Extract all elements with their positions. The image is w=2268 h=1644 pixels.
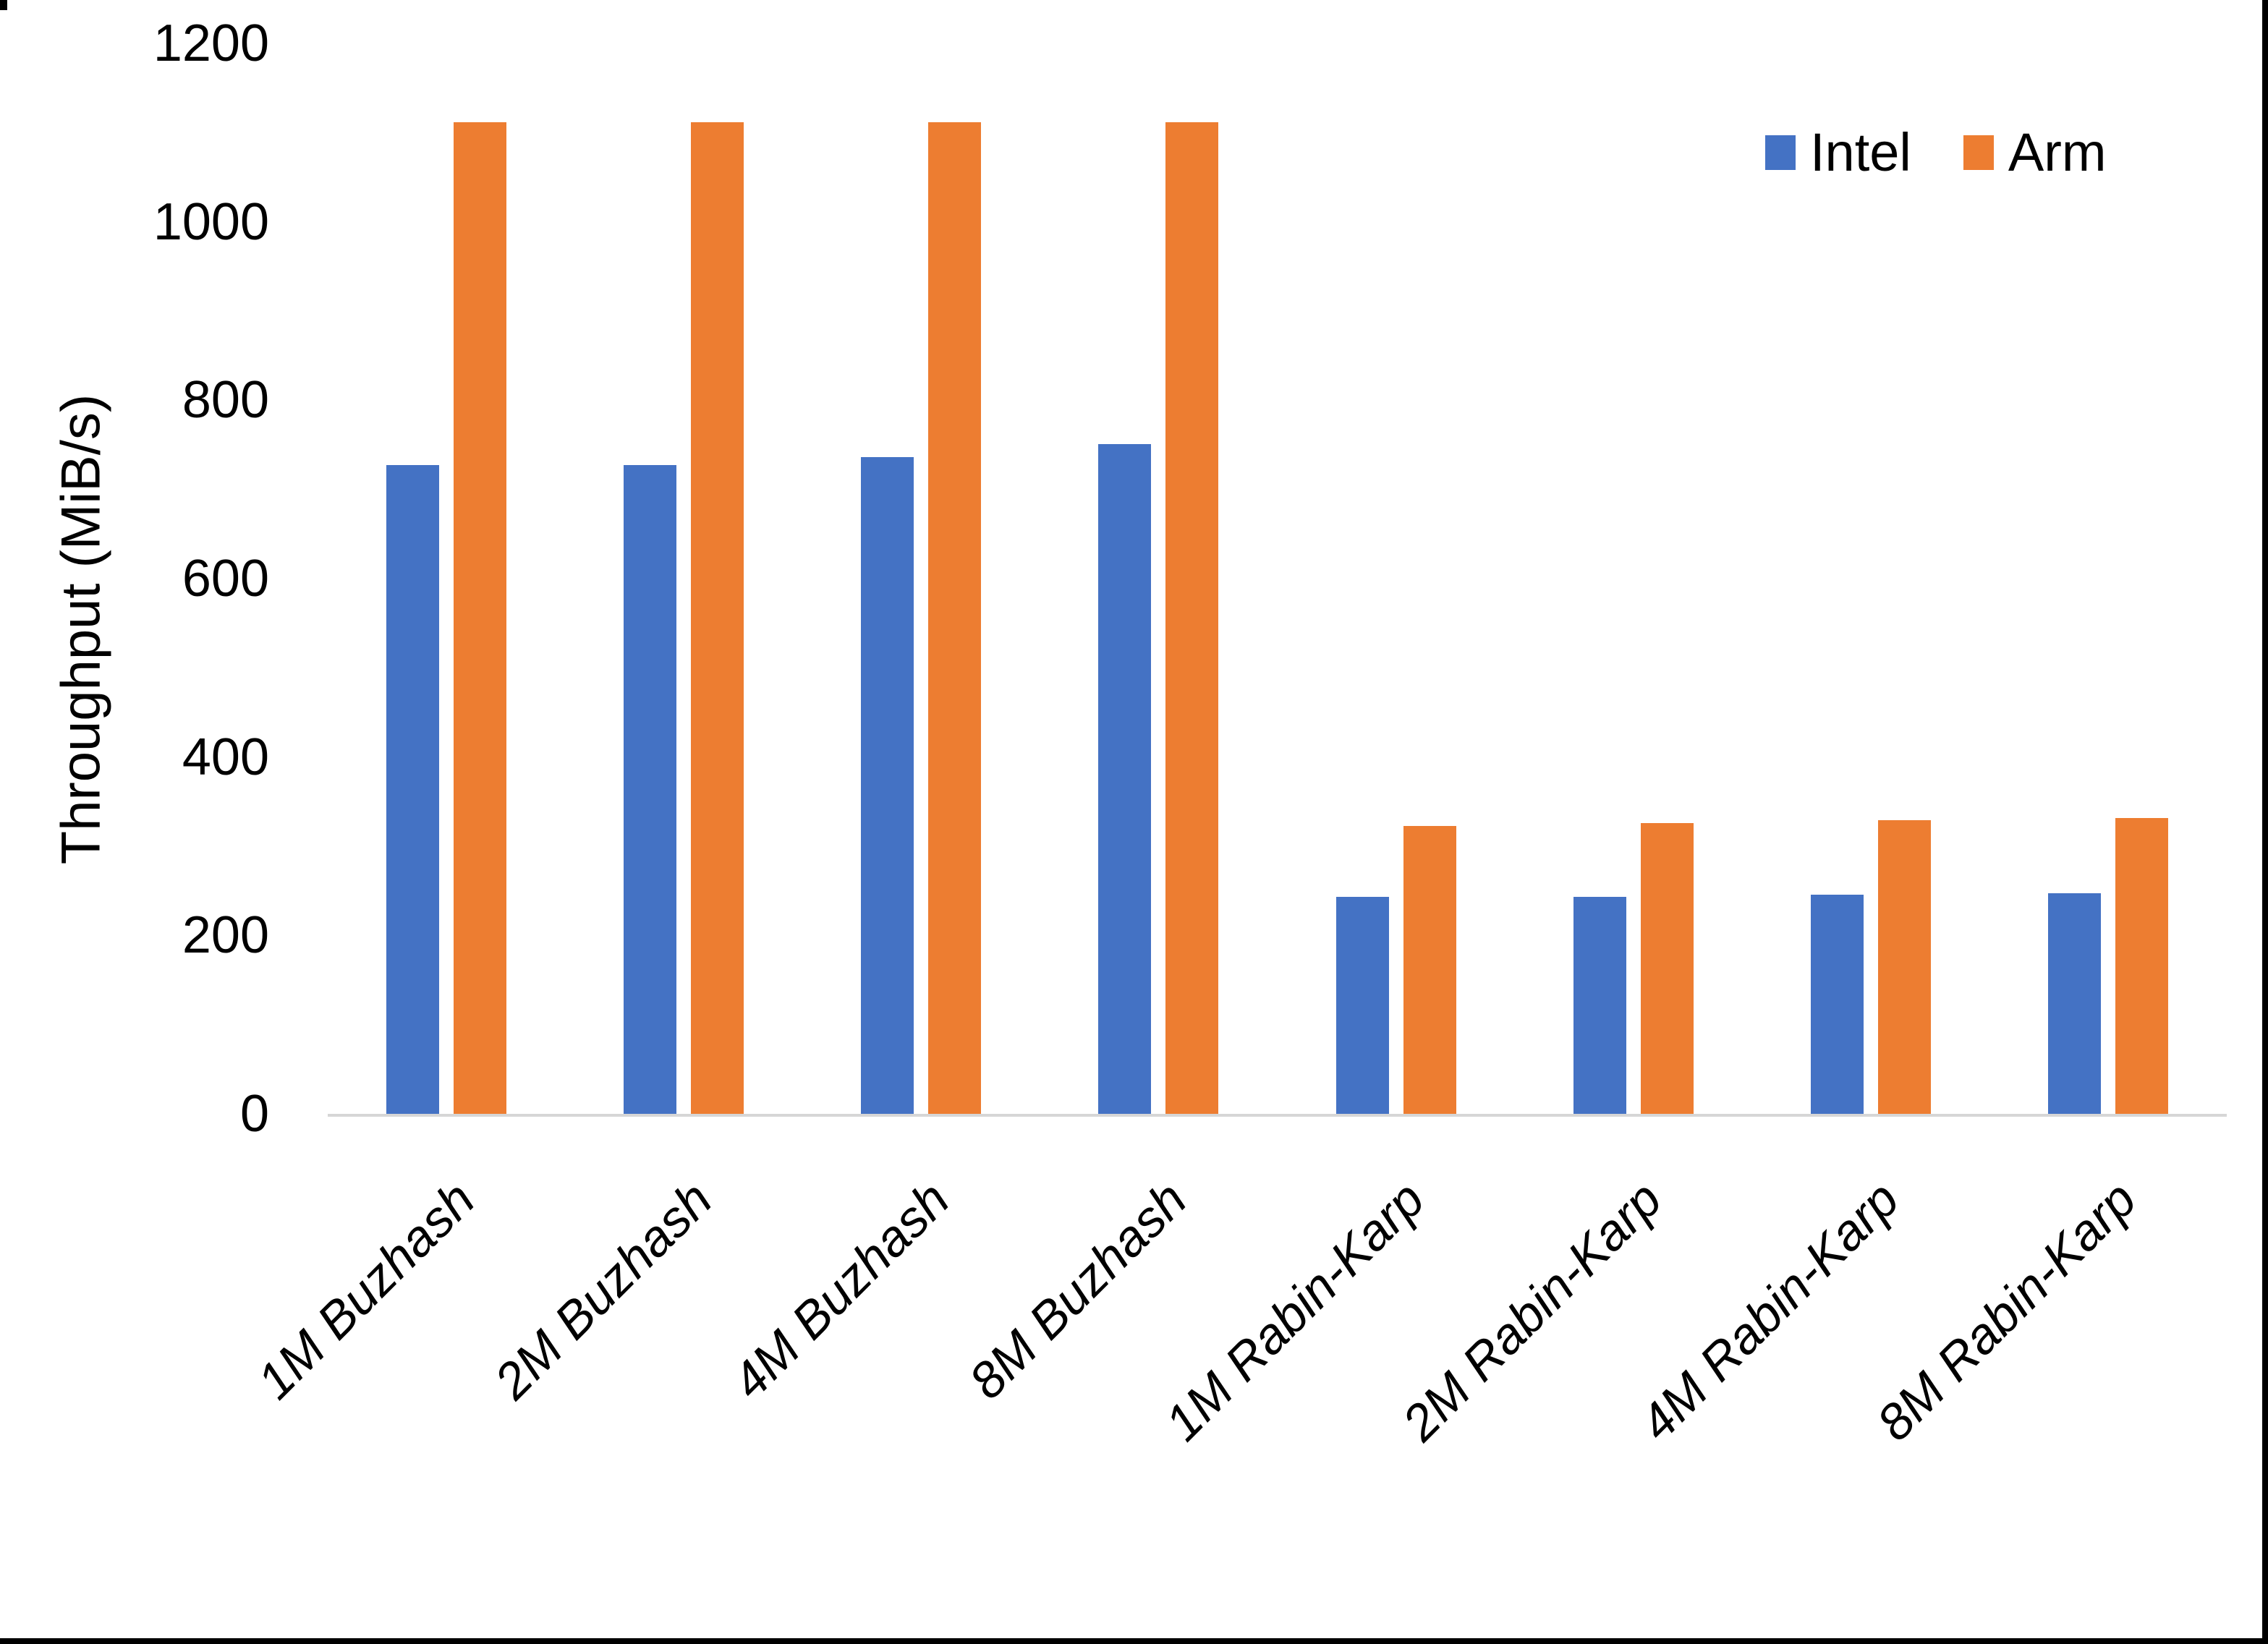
category-group	[1989, 43, 2227, 1114]
legend-item-intel: Intel	[1765, 122, 1911, 183]
legend-swatch-icon	[1963, 135, 1994, 170]
intel-bar	[2047, 893, 2101, 1114]
category-group	[1515, 43, 1752, 1114]
plot-area	[328, 43, 2227, 1114]
y-tick-label: 0	[239, 1085, 269, 1143]
arm-bar	[2115, 817, 2168, 1114]
category-group	[328, 43, 565, 1114]
category-group	[802, 43, 1040, 1114]
frame-border-bottom	[0, 1638, 2268, 1644]
x-tick-label-text: 8M Buzhash	[958, 1170, 1198, 1410]
intel-bar	[386, 465, 440, 1114]
arm-bar	[1403, 825, 1456, 1114]
y-tick-label: 800	[182, 371, 269, 430]
x-tick-label-text: 8M Rabin-Karp	[1866, 1170, 2147, 1452]
intel-bar	[1098, 443, 1152, 1114]
x-tick-label-text: 1M Rabin-Karp	[1154, 1170, 1435, 1452]
category-group	[1040, 43, 1277, 1114]
frame-border-right	[2262, 0, 2268, 1644]
x-tick-label-text: 4M Rabin-Karp	[1628, 1170, 1910, 1452]
arm-bar	[1877, 820, 1931, 1114]
category-group	[565, 43, 802, 1114]
frame-corner-mark	[0, 0, 7, 10]
intel-bar	[1810, 894, 1864, 1114]
arm-bar	[1165, 122, 1219, 1114]
category-group	[1278, 43, 1515, 1114]
intel-bar	[1335, 897, 1389, 1114]
y-axis-title: Throughput (MiB/s)	[50, 393, 112, 865]
legend-item-arm: Arm	[1963, 122, 2107, 183]
x-tick-label-text: 2M Buzhash	[483, 1170, 723, 1410]
x-axis-line	[328, 1114, 2227, 1117]
x-tick-label-text: 1M Buzhash	[246, 1170, 485, 1410]
legend-label: Arm	[2008, 122, 2107, 182]
y-tick-label: 200	[182, 906, 269, 965]
category-group	[1752, 43, 1989, 1114]
legend-label: Intel	[1810, 122, 1911, 182]
x-tick-label-text: 4M Buzhash	[721, 1170, 961, 1410]
legend-swatch-icon	[1765, 135, 1796, 170]
intel-bar	[1573, 897, 1626, 1114]
arm-bar	[928, 122, 982, 1114]
x-tick-label-text: 2M Rabin-Karp	[1391, 1170, 1673, 1452]
y-tick-label: 400	[182, 728, 269, 786]
arm-bar	[1640, 822, 1694, 1114]
y-tick-label: 600	[182, 550, 269, 608]
intel-bar	[861, 457, 914, 1114]
legend: Intel Arm	[1765, 122, 2107, 183]
arm-bar	[691, 122, 744, 1114]
y-tick-label: 1000	[153, 192, 269, 251]
y-tick-label: 1200	[153, 14, 269, 72]
intel-bar	[624, 465, 677, 1114]
arm-bar	[454, 122, 507, 1114]
